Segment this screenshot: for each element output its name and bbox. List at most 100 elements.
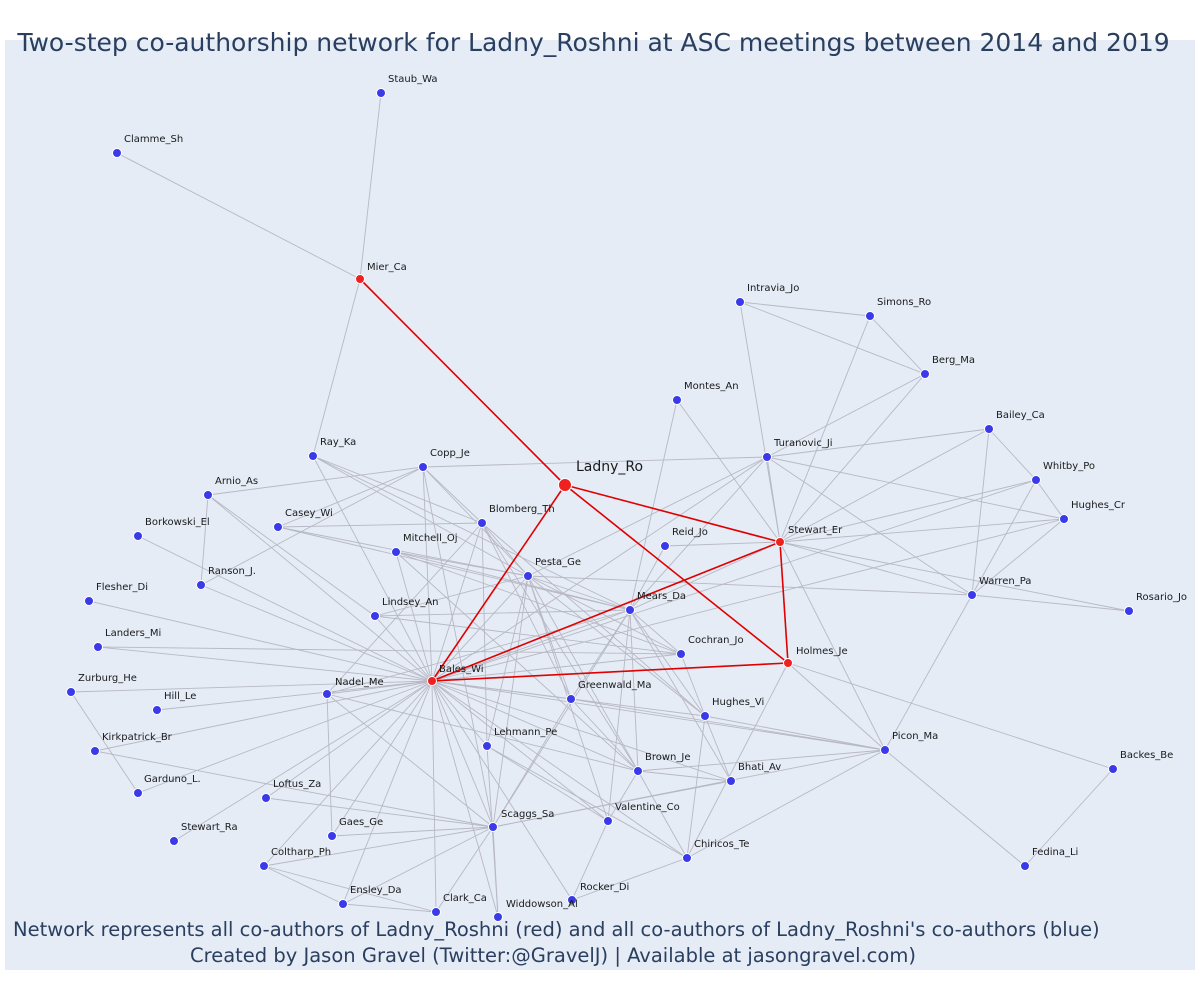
grey-edge-blomberg-th-hughes-vi	[481, 522, 706, 717]
node-label-ranson-j: Ranson_J.	[208, 566, 256, 577]
footer-credit: Created by Jason Gravel (Twitter:@Gravel…	[190, 944, 916, 967]
node-label-borkowski-el: Borkowski_El	[145, 517, 210, 528]
node-cochran-jo[interactable]	[676, 649, 686, 659]
node-backes-be[interactable]	[1108, 764, 1118, 774]
node-label-copp-je: Copp_Je	[430, 448, 470, 459]
footer-description: Network represents all co-authors of Lad…	[13, 918, 1100, 941]
node-arnio-as[interactable]	[203, 490, 213, 500]
grey-edge-pesta-ge-mears-da	[527, 575, 631, 611]
node-simons-ro[interactable]	[865, 311, 875, 321]
grey-edge-blomberg-th-pesta-ge	[481, 522, 529, 577]
node-gaes-ge[interactable]	[327, 831, 337, 841]
node-kirkpatrick-br[interactable]	[90, 746, 100, 756]
grey-edge-lehmann-pe-chiricos-te	[486, 745, 688, 859]
grey-edge-mier-ca-staub-wa	[359, 92, 382, 280]
node-clark-ca[interactable]	[431, 907, 441, 917]
grey-edge-hughes-vi-bhati-av	[704, 715, 732, 782]
node-flesher-di[interactable]	[84, 596, 94, 606]
node-stewart-er[interactable]	[775, 537, 785, 547]
node-montes-an[interactable]	[672, 395, 682, 405]
node-casey-wi[interactable]	[273, 522, 283, 532]
node-mitchell-oj[interactable]	[391, 547, 401, 557]
node-zurburg-he[interactable]	[66, 687, 76, 697]
grey-edge-scaggs-sa-ensley-da	[342, 826, 494, 905]
grey-edge-stewart-ra-bales-wi	[173, 680, 433, 842]
node-scaggs-sa[interactable]	[488, 822, 498, 832]
node-rosario-jo[interactable]	[1124, 606, 1134, 616]
grey-edge-valentine-co-bales-wi	[431, 680, 609, 822]
node-copp-je[interactable]	[418, 462, 428, 472]
node-berg-ma[interactable]	[920, 369, 930, 379]
node-widdowson-al[interactable]	[493, 912, 503, 922]
node-mears-da[interactable]	[625, 605, 635, 615]
node-valentine-co[interactable]	[603, 816, 613, 826]
grey-edge-hill-le-bales-wi	[156, 680, 433, 711]
node-turanovic-ji[interactable]	[762, 452, 772, 462]
node-greenwald-ma[interactable]	[566, 694, 576, 704]
node-lindsey-an[interactable]	[370, 611, 380, 621]
node-warren-pa[interactable]	[967, 590, 977, 600]
node-brown-je[interactable]	[633, 766, 643, 776]
node-ladny-ro[interactable]	[558, 478, 572, 492]
grey-edge-intravia-jo-simons-ro	[739, 301, 871, 317]
grey-edge-borkowski-el-bales-wi	[137, 535, 433, 682]
grey-edge-blomberg-th-lehmann-pe	[481, 522, 488, 747]
node-loftus-za[interactable]	[261, 793, 271, 803]
node-label-bailey-ca: Bailey_Ca	[996, 410, 1045, 421]
node-ray-ka[interactable]	[308, 451, 318, 461]
grey-edge-pesta-ge-bales-wi	[431, 575, 529, 682]
grey-edge-coltharp-ph-ensley-da	[263, 865, 344, 905]
node-pesta-ge[interactable]	[523, 571, 533, 581]
node-intravia-jo[interactable]	[735, 297, 745, 307]
node-stewart-ra[interactable]	[169, 836, 179, 846]
node-label-turanovic-ji: Turanovic_Ji	[773, 438, 833, 449]
node-holmes-je[interactable]	[783, 658, 793, 668]
node-lehmann-pe[interactable]	[482, 741, 492, 751]
grey-edge-mears-da-bhati-av	[629, 609, 732, 782]
node-landers-mi[interactable]	[93, 642, 103, 652]
grey-edge-hughes-cr-stewart-er	[779, 518, 1065, 543]
grey-edge-mitchell-oj-brown-je	[395, 551, 639, 772]
node-blomberg-th[interactable]	[477, 518, 487, 528]
node-label-mier-ca: Mier_Ca	[367, 262, 407, 273]
node-hughes-cr[interactable]	[1059, 514, 1069, 524]
grey-edge-stewart-er-reid-jo	[664, 541, 781, 547]
grey-edge-clark-ca-bales-wi	[431, 680, 437, 913]
node-coltharp-ph[interactable]	[259, 861, 269, 871]
red-edge-ladny-ro-holmes-je	[564, 484, 789, 664]
grey-edge-bailey-ca-whitby-po	[988, 428, 1037, 481]
node-picon-ma[interactable]	[880, 745, 890, 755]
grey-edge-mier-ca-ray-ka	[312, 278, 361, 457]
node-reid-jo[interactable]	[660, 541, 670, 551]
node-garduno-l[interactable]	[133, 788, 143, 798]
node-rocker-di[interactable]	[567, 895, 577, 905]
node-hughes-vi[interactable]	[700, 711, 710, 721]
node-ranson-j[interactable]	[196, 580, 206, 590]
node-bhati-av[interactable]	[726, 776, 736, 786]
grey-edge-nadel-me-bales-wi	[326, 680, 433, 695]
node-hill-le[interactable]	[152, 705, 162, 715]
node-nadel-me[interactable]	[322, 689, 332, 699]
node-label-clamme-sh: Clamme_Sh	[124, 134, 183, 145]
node-bales-wi[interactable]	[427, 676, 437, 686]
node-bailey-ca[interactable]	[984, 424, 994, 434]
node-clamme-sh[interactable]	[112, 148, 122, 158]
node-label-loftus-za: Loftus_Za	[273, 779, 321, 790]
node-mier-ca[interactable]	[355, 274, 365, 284]
grey-edge-scaggs-sa-bales-wi	[431, 680, 494, 828]
node-borkowski-el[interactable]	[133, 531, 143, 541]
red-edge-ladny-ro-bales-wi	[431, 484, 566, 682]
grey-edge-blomberg-th-greenwald-ma	[481, 522, 572, 700]
node-ensley-da[interactable]	[338, 899, 348, 909]
node-label-reid-jo: Reid_Jo	[672, 527, 708, 538]
node-fedina-li[interactable]	[1020, 861, 1030, 871]
red-edges-layer	[359, 278, 789, 682]
node-whitby-po[interactable]	[1031, 475, 1041, 485]
node-label-rosario-jo: Rosario_Jo	[1136, 592, 1187, 603]
grey-edge-arnio-as-lindsey-an	[207, 494, 376, 617]
grey-edge-coltharp-ph-bales-wi	[263, 680, 433, 867]
node-label-brown-je: Brown_Je	[645, 752, 691, 763]
node-chiricos-te[interactable]	[682, 853, 692, 863]
node-staub-wa[interactable]	[376, 88, 386, 98]
